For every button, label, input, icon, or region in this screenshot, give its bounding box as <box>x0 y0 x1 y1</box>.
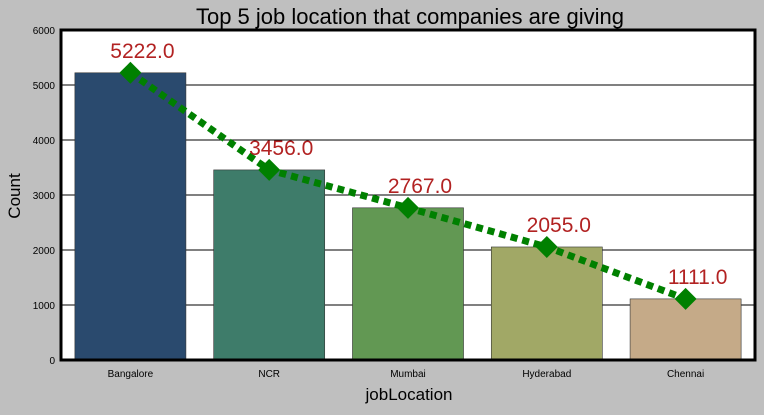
plot-frame <box>59 28 757 362</box>
line-marker-hyderabad <box>535 235 558 258</box>
y-tick-label: 6000 <box>33 26 56 37</box>
value-label: 5222.0 <box>110 40 174 63</box>
x-tick-label: Mumbai <box>390 369 426 380</box>
x-axis-label: jobLocation <box>365 385 453 404</box>
value-label: 1111.0 <box>668 266 728 289</box>
bar-hyderabad <box>490 246 603 361</box>
y-tick-label: 3000 <box>33 191 56 202</box>
x-tick-label: Chennai <box>667 369 704 380</box>
line-marker-chennai <box>674 287 697 310</box>
y-tick-label: 0 <box>49 356 55 367</box>
y-tick-label: 4000 <box>33 136 56 147</box>
plot-area: 0 1000 2000 3000 4000 5000 6000 Bangalore NCR Mum… <box>33 26 757 380</box>
y-tick-label: 2000 <box>33 246 56 257</box>
value-label: 2767.0 <box>388 175 452 198</box>
x-tick-label: Bangalore <box>108 369 154 380</box>
line-marker-ncr <box>258 158 281 181</box>
line-marker-mumbai <box>397 196 419 219</box>
x-tick-label: Hyderabad <box>522 369 571 380</box>
bar-mumbai <box>352 207 464 361</box>
value-label: 2055.0 <box>527 214 591 237</box>
chart-title: Top 5 job location that companies are gi… <box>196 4 624 29</box>
bar-ncr <box>213 169 326 361</box>
y-tick-label: 1000 <box>33 301 56 312</box>
y-tick-label: 5000 <box>33 81 56 92</box>
x-tick-label: NCR <box>258 369 280 380</box>
bar-bangalore <box>74 72 187 361</box>
y-axis-label: Count <box>5 173 24 219</box>
value-label: 3456.0 <box>249 137 313 160</box>
line-marker-bangalore <box>119 61 142 84</box>
